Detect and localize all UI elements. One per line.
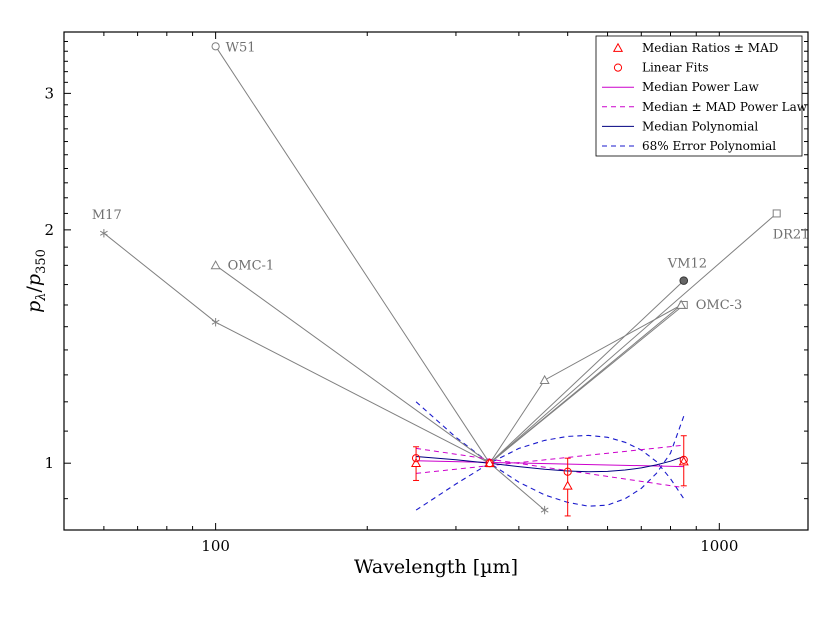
source-label-m17: M17 — [92, 208, 122, 223]
linear-fit-marker — [563, 467, 572, 476]
y-tick-label: 1 — [44, 454, 54, 472]
star-arm — [211, 319, 216, 323]
median-ratio-marker — [411, 457, 422, 468]
y-tick-label: 2 — [44, 221, 54, 239]
linear-fit-marker — [411, 454, 421, 463]
source-line-w51 — [215, 46, 491, 464]
y-axis-ticks: 1 2 3 — [44, 40, 808, 500]
star-arm — [540, 507, 545, 511]
median-ratio-marker — [562, 480, 573, 490]
source-point-dr21 — [772, 209, 781, 218]
source-point-unnamed-7 — [676, 299, 687, 309]
linear-fit-marker — [679, 455, 688, 464]
star-arm — [99, 232, 105, 236]
star-arm — [544, 509, 549, 513]
source-label-omc-1: OMC-1 — [228, 258, 275, 273]
y-tick-label: 3 — [44, 84, 54, 102]
legend-triangle-icon — [612, 42, 624, 52]
x-tick-label: 1000 — [700, 537, 738, 555]
source-point-vm12 — [679, 276, 689, 285]
error-polynomial-curve-1 — [415, 401, 685, 507]
source-point-m17 — [540, 505, 549, 515]
star-arm — [211, 321, 216, 325]
source-line-dr21 — [489, 213, 778, 464]
source-point-omc-1 — [210, 260, 221, 270]
source-label-vm12: VM12 — [667, 257, 707, 272]
source-line-unnamed-7 — [489, 304, 682, 464]
fit-lines — [416, 444, 684, 489]
legend-entry-label: Median Polynomial — [642, 119, 758, 133]
legend-entry-label: Median Ratios ± MAD — [642, 41, 778, 55]
source-point-m17 — [211, 318, 220, 327]
linear-fit-marker — [485, 459, 494, 468]
error-polynomial-curve-2 — [415, 434, 685, 511]
median-ratio-markers — [411, 435, 689, 517]
source-line-m17 — [103, 232, 545, 511]
x-tick-label: 100 — [201, 537, 230, 555]
axes-box — [63, 31, 809, 531]
star-arm — [99, 230, 105, 234]
legend-entry-label: Median ± MAD Power Law — [642, 100, 808, 114]
legend: Median Ratios ± MAD Linear Fits Median Pow… — [595, 35, 808, 157]
legend-entry-label: 68% Error Polynomial — [642, 139, 776, 153]
source-label-w51: W51 — [226, 40, 256, 55]
error-polynomial-curves — [415, 401, 685, 511]
star-arm — [540, 509, 545, 513]
legend-entry-label: Median Power Law — [642, 80, 759, 94]
star-arm — [103, 230, 108, 234]
star-arm — [103, 232, 108, 236]
source-point-w51 — [211, 42, 220, 51]
x-axis-ticks: 100 1000 — [63, 32, 738, 555]
source-point-m17 — [99, 229, 108, 238]
star-arm — [544, 507, 549, 511]
legend-entry-label: Linear Fits — [642, 61, 709, 75]
median-power-law-line — [416, 460, 684, 468]
source-label-dr21: DR21 — [773, 227, 810, 242]
legend-box — [595, 35, 803, 157]
source-line-vm12 — [489, 280, 685, 464]
star-arm — [215, 319, 220, 323]
y-axis-label: pλ/p350 — [23, 249, 49, 313]
legend-circle-icon — [613, 63, 623, 72]
source-line-omc-1 — [215, 264, 490, 464]
mad-power-law-line-2 — [416, 447, 684, 489]
star-arm — [215, 321, 220, 325]
mad-power-law-line-1 — [416, 444, 684, 474]
x-axis-label: Wavelength [µm] — [354, 556, 518, 578]
source-label-omc-3: OMC-3 — [696, 298, 743, 313]
axes-frame — [63, 31, 809, 531]
source-point-unnamed-6 — [539, 374, 550, 384]
